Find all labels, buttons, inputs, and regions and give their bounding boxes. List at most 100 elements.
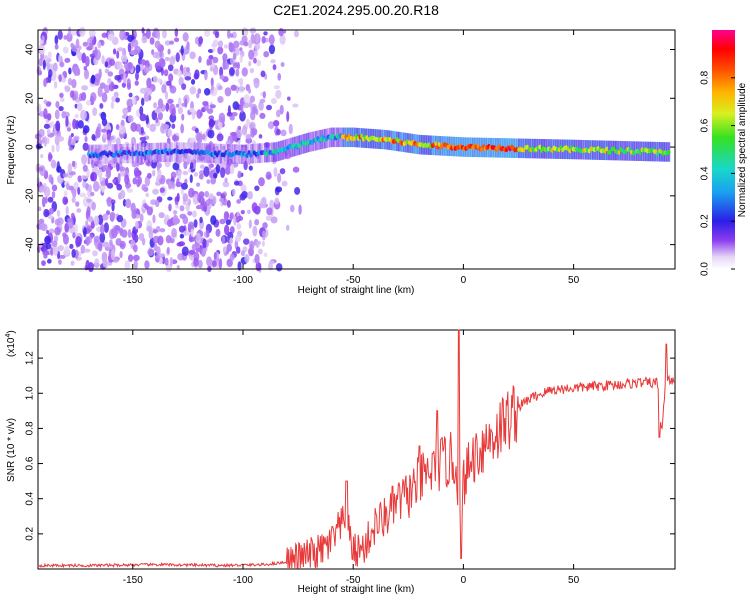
spectrogram-noise-cell [101,55,105,65]
spectrogram-noise-cell [73,93,77,101]
spectrogram-noise-cell [197,259,203,269]
spectrogram-noise-cell [85,56,90,67]
spectrogram-noise-cell [212,47,216,53]
spectrogram-noise-cell [209,104,216,109]
spectrogram-noise-cell [127,62,133,70]
spectrogram-noise-cell [199,216,203,224]
spectrogram-noise-cell [220,167,226,179]
snr-series-line [37,329,675,569]
spectrogram-noise-cell [228,67,235,76]
spectrogram-noise-cell [241,125,248,136]
spectrogram-noise-cell [127,228,132,239]
spectrogram-noise-cell [81,85,89,91]
spectrogram-noise-cell [167,196,173,201]
spectrogram-noise-cell [101,92,108,103]
spectrogram-noise-cell [177,69,183,77]
spectrogram-noise-cell [116,214,124,223]
spectrogram-noise-cell [266,104,272,111]
spectrogram-noise-cell [212,56,219,64]
spectrogram-x-ticks: -150 -100 -50 0 50 [123,30,580,286]
spectrogram-noise-cell [249,68,255,74]
spectrogram-noise-cell [194,69,200,80]
spectrogram-noise-cell [70,132,74,138]
spectrogram-noise-cell [159,253,166,258]
spectrogram-noise-cell [101,128,107,133]
spectrogram-noise-cell [63,111,70,118]
spectrogram-noise-cell [64,190,68,198]
spectrogram-noise-cell [86,198,92,203]
spectrogram-noise-cell [70,212,75,220]
spectrogram-noise-cell [294,30,299,38]
spectrogram-noise-cell [162,123,169,130]
spectrogram-noise-cell [224,61,229,70]
spectrogram-noise-cell [210,215,217,226]
spectrogram-noise-cell [273,85,280,90]
spectrogram-noise-cell [243,238,250,245]
spectrogram-noise-cell [167,128,173,137]
spectrogram-noise-cell [184,75,192,81]
spectrogram-noise-cell [139,87,147,94]
spectrogram-noise-cell [273,120,280,127]
snr-scale-label: (x104) [5,330,17,357]
spectrogram-noise-cell [233,40,240,49]
spectrogram-noise-cell [274,197,280,205]
spectrogram-noise-cell [248,219,252,229]
spectrogram-noise-cell [196,92,200,99]
spectrogram-noise-cell [146,206,153,216]
spectrogram-noise-cell [169,56,176,66]
spectrogram-noise-cell [73,65,79,77]
spectrogram-noise-cell [150,199,157,206]
spectrogram-noise-cell [186,66,190,73]
spectrogram-noise-cell [253,77,260,89]
spectrogram-noise-cell [235,68,240,77]
spectrogram-noise-cell [164,56,170,62]
spectrogram-noise-cell [222,246,227,254]
spectrogram-noise-cell [98,68,102,79]
spectrogram-noise-cell [102,257,108,268]
spectrogram-noise-cell [177,170,182,181]
spectrogram-noise-cell [84,248,91,253]
spectrogram-noise-cell [60,97,65,103]
spectrogram-noise-cell [91,74,96,85]
spectrogram-noise-cell [67,163,73,173]
spectrogram-noise-cell [207,129,215,139]
spectrogram-noise-cell [64,245,70,256]
spectrogram-noise-cell [189,86,197,95]
spectrogram-noise-cell [189,51,196,60]
spectrogram-noise-cell [298,204,302,215]
spectrogram-noise-cell [192,210,197,218]
spectrogram-noise-cell [273,167,278,178]
spectrogram-noise-cell [258,101,264,111]
spectrogram-noise-cell [42,59,46,70]
spectrogram-noise-cell [52,62,58,72]
spectrogram-noise-cell [59,92,64,98]
spectrogram-noise-cell [133,244,138,253]
spectrogram-noise-cell [122,72,127,84]
spectrogram-noise-cell [215,228,221,237]
spectrogram-noise-cell [110,212,116,218]
spectrogram-noise-cell [222,181,230,188]
spectrogram-noise-cell [208,58,212,66]
spectrogram-noise-cell [99,103,104,109]
spectrogram-noise-cell [88,42,94,49]
spectrogram-noise-cell [207,48,214,53]
spectrogram-noise-cell [232,62,240,69]
spectrogram-noise-cell [120,189,126,199]
spectrogram-noise-cell [275,89,282,99]
colorbar-tick-label: 0.6 [700,118,711,132]
spectrogram-noise-cell [157,98,164,109]
spectrogram-noise-cell [277,173,282,184]
spectrogram-noise-cell [119,251,123,259]
spectrogram-noise-cell [176,178,180,188]
spectrogram-noise-cell [115,97,120,103]
spectrogram-noise-cell [161,84,167,94]
spectrogram-noise-cell [54,218,61,226]
spectrogram-noise-cell [94,46,98,58]
spectrogram-noise-cell [189,108,195,113]
spectrogram-noise-cell [266,174,272,180]
spectrogram-noise-cell [223,44,228,49]
spectrogram-noise-cell [84,136,88,143]
spectrogram-noise-cell [181,182,188,190]
snr-y-tick-label: 0.8 [25,421,36,435]
spectrogram-noise-cell [193,257,199,267]
